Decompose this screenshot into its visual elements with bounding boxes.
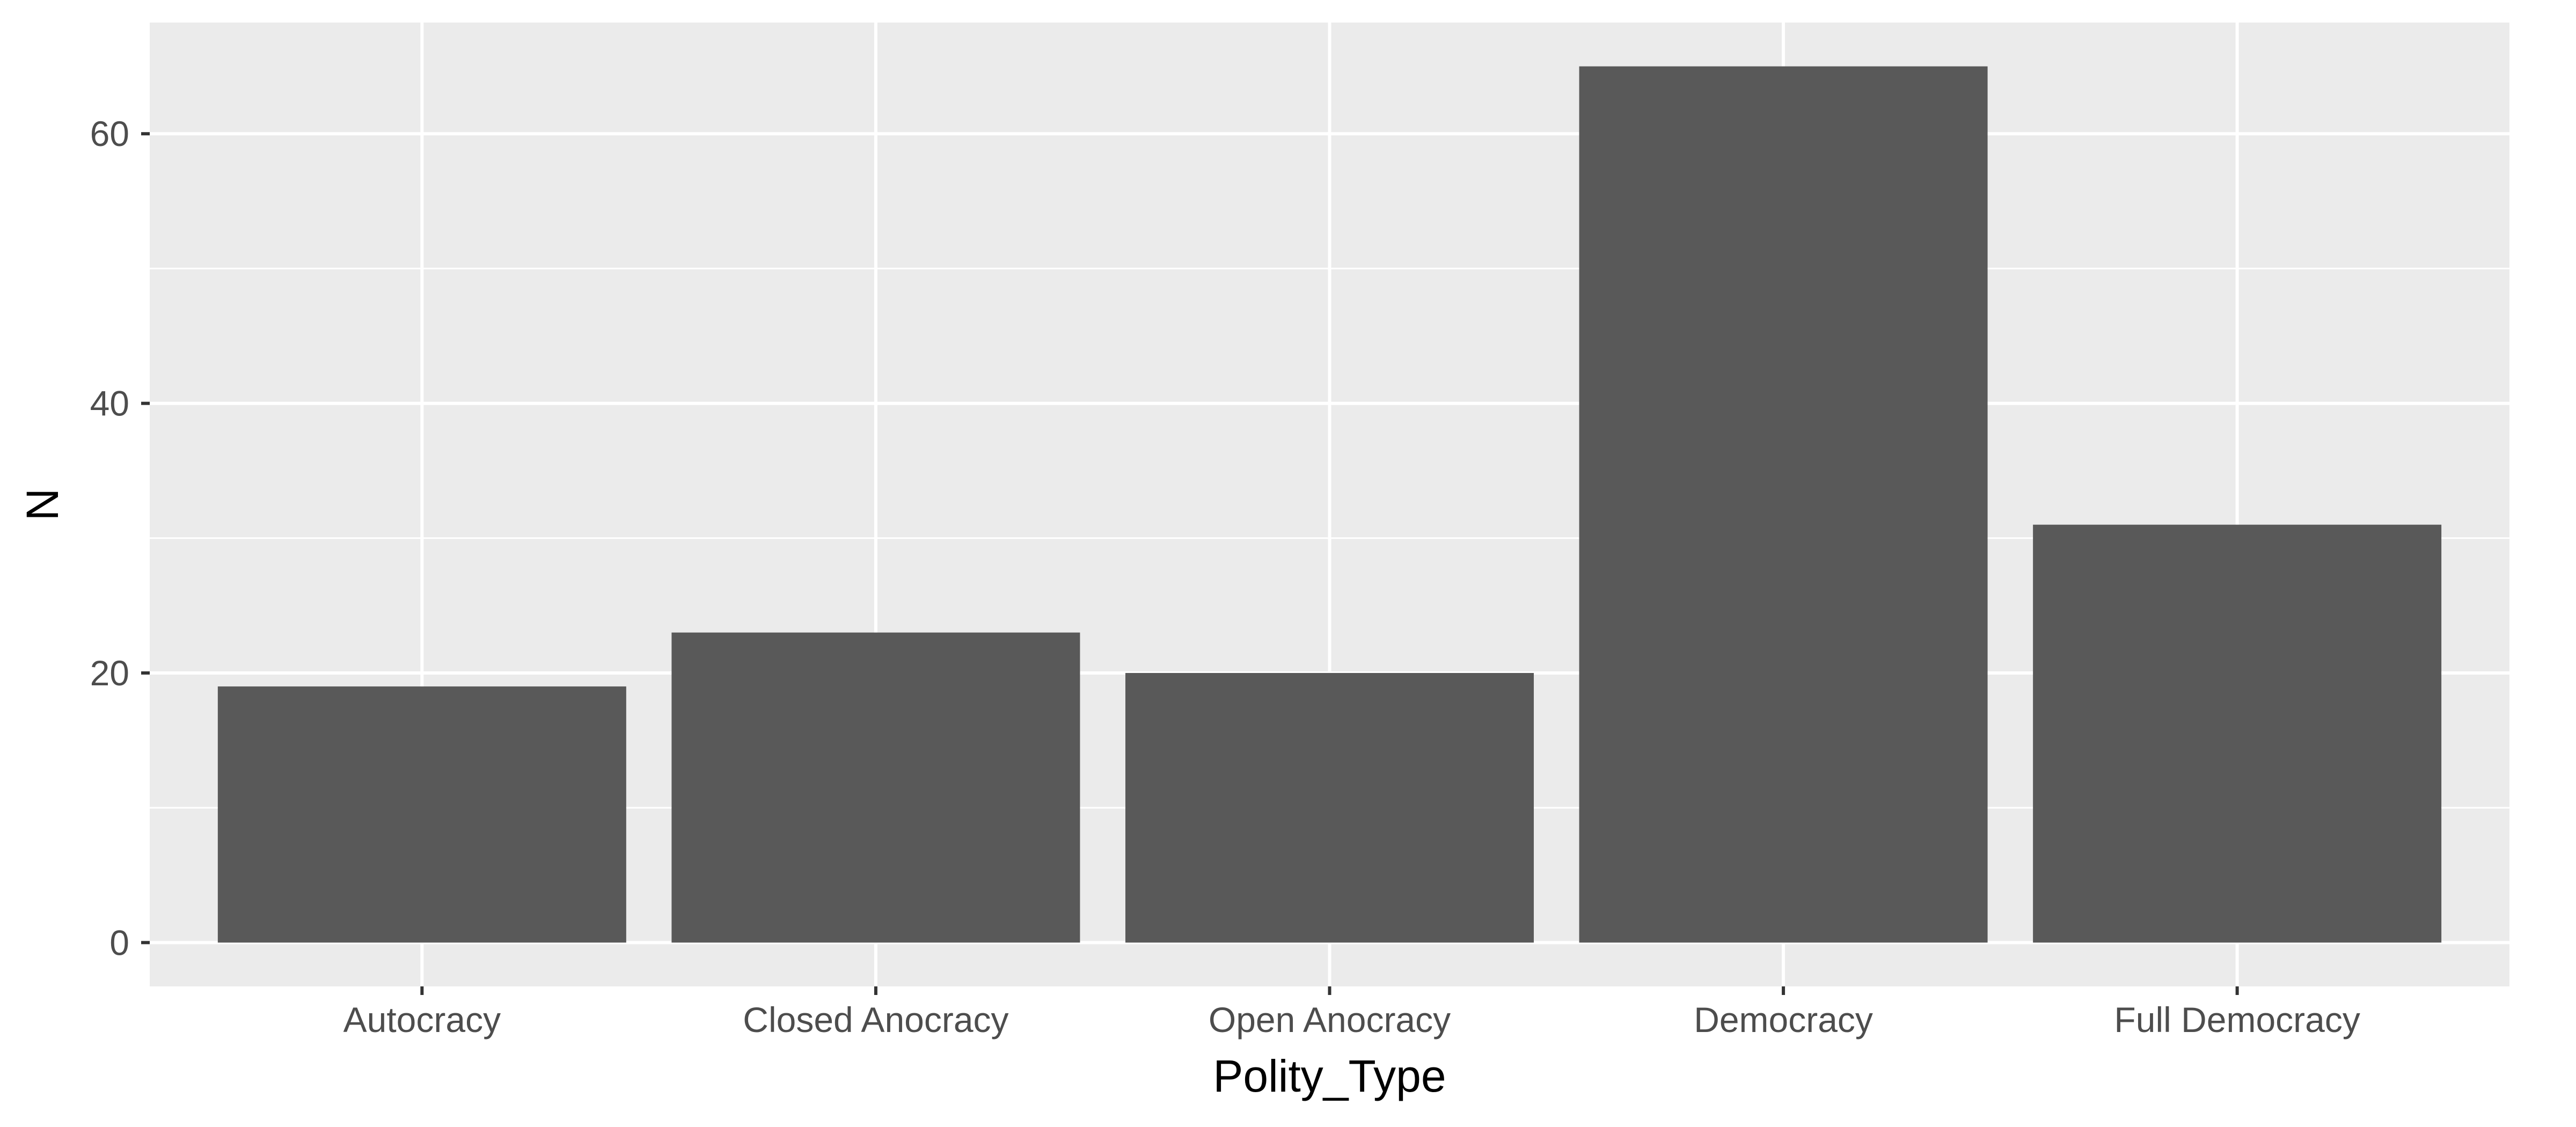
bar-full-democracy xyxy=(2033,524,2442,943)
bar-closed-anocracy xyxy=(671,632,1080,943)
x-tick-label: Autocracy xyxy=(343,1000,501,1040)
bar-democracy xyxy=(1579,66,1988,943)
bar-autocracy xyxy=(217,686,626,943)
bar-open-anocracy xyxy=(1125,672,1534,943)
x-tick-label: Full Democracy xyxy=(2114,1000,2360,1040)
y-tick-label: 60 xyxy=(90,114,129,153)
y-tick-label: 20 xyxy=(90,653,129,693)
y-axis-title: N xyxy=(17,488,68,521)
x-tick-label: Closed Anocracy xyxy=(743,1000,1008,1040)
bars xyxy=(217,66,2442,943)
x-axis: Autocracy Closed Anocracy Open Anocracy Dem… xyxy=(343,986,2360,1040)
x-tick-label: Open Anocracy xyxy=(1209,1000,1451,1040)
y-axis: 0 20 40 60 xyxy=(90,114,150,962)
y-tick-label: 40 xyxy=(90,384,129,423)
y-tick-label: 0 xyxy=(109,923,129,962)
x-tick-label: Democracy xyxy=(1694,1000,1873,1040)
x-axis-title: Polity_Type xyxy=(1213,1051,1446,1101)
